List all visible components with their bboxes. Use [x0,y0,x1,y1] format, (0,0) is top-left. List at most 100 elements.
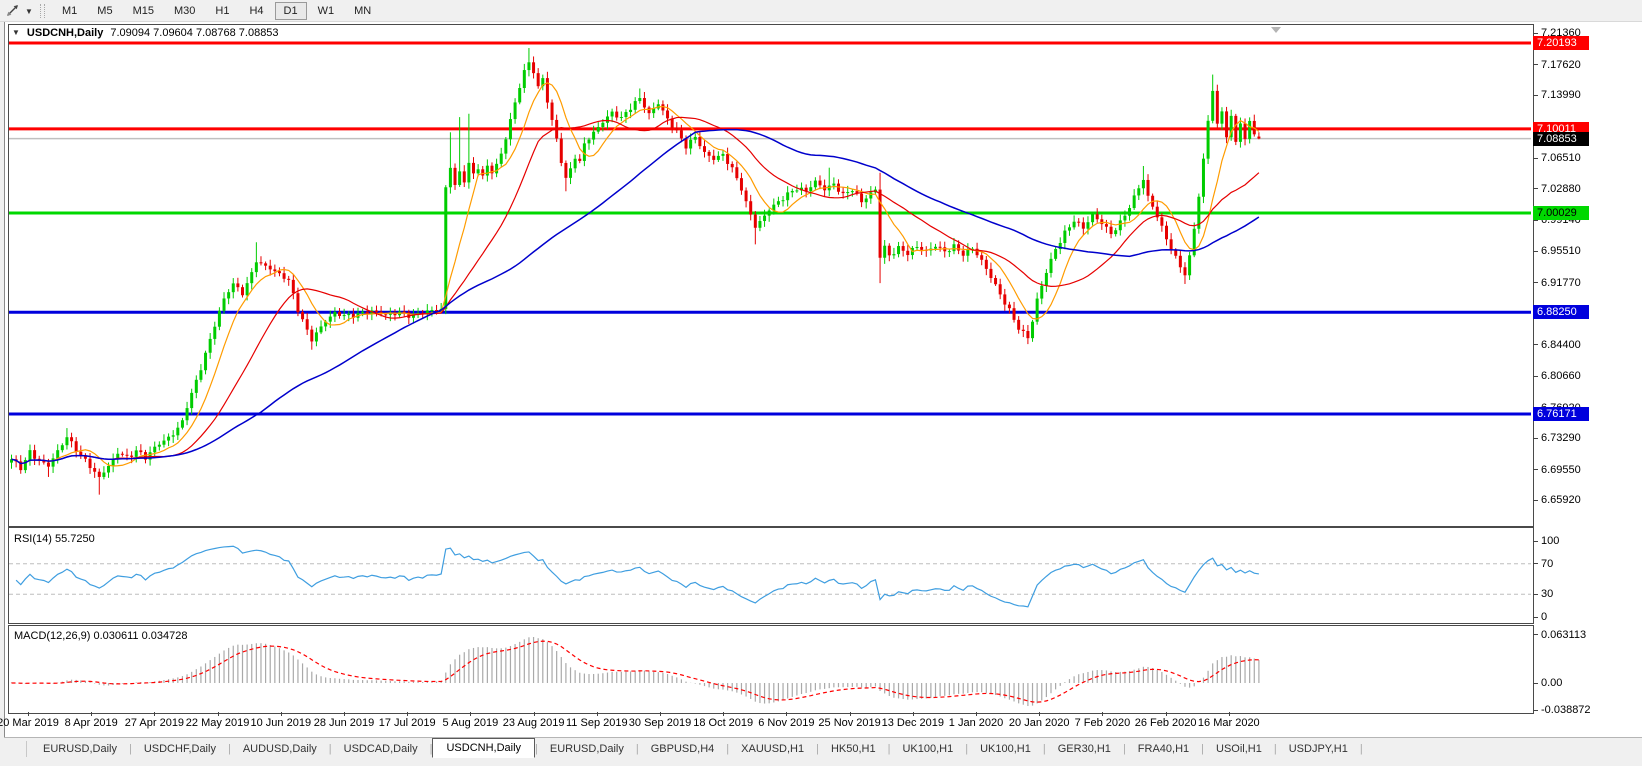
crosshair-tool-icon [7,5,18,16]
date-label: 17 Jul 2019 [378,717,436,729]
ma-55-line [11,128,1260,465]
date-label: 5 Aug 2019 [442,717,499,729]
date-tick-mark [1228,712,1230,716]
rsi-axis-label: 30 [1541,588,1554,601]
date-label: 18 Oct 2019 [693,717,754,729]
date-tick-mark [407,712,409,716]
tab-eurusd-daily[interactable]: EURUSD,Daily [549,743,624,755]
date-label: 25 Nov 2019 [818,717,881,729]
tab-separator: | [1122,743,1126,755]
timeframe-M15[interactable]: M15 [132,4,154,17]
tab-eurusd-daily[interactable]: EURUSD,Daily [43,743,117,755]
date-label: 20 Mar 2019 [0,717,59,729]
date-tick-mark [91,712,93,716]
crosshair-tool-button[interactable] [3,2,23,19]
price-level-badge: 7.00029 [1533,205,1589,220]
toolbar-grip-handle[interactable] [40,3,45,18]
price-tick-label: 7.02880 [1541,182,1581,195]
rsi-axis-label: 0 [1541,611,1548,623]
tab-separator: | [1042,743,1046,755]
macd-panel [8,625,1534,714]
timeframe-MN[interactable]: MN [354,4,372,17]
macd-canvas[interactable] [9,626,1531,711]
tab-audusd-daily[interactable]: AUDUSD,Daily [242,743,317,755]
date-tick-mark [217,712,219,716]
axis-tick-mark [1533,683,1538,684]
timeframe-M5[interactable]: M5 [97,4,113,17]
tab-usdcad-daily[interactable]: USDCAD,Daily [343,743,418,755]
date-label: 7 Feb 2020 [1074,717,1131,729]
date-tick-mark [976,712,977,716]
timeframe-W1[interactable]: W1 [317,4,335,17]
price-tick-label: 6.95510 [1541,245,1581,258]
tab-separator: | [726,743,730,755]
date-tick-mark [786,712,788,716]
macd-histogram [10,636,1260,707]
candles [10,48,1261,495]
ma-21-line [11,116,1260,465]
date-label: 11 Sep 2019 [566,717,628,729]
tab-usoil-h1[interactable]: USOil,H1 [1216,743,1262,755]
price-level-badge: 7.20193 [1533,36,1589,51]
tab-hk50-h1[interactable]: HK50,H1 [830,743,876,755]
date-label: 28 Jun 2019 [313,717,375,729]
macd-indicator-label: MACD(12,26,9) 0.030611 0.034728 [14,630,188,642]
rsi-axis-label: 100 [1541,535,1560,547]
price-tick-label: 6.91770 [1541,276,1581,289]
horizontal-level-lines[interactable] [9,41,1531,416]
axis-tick-mark [1533,563,1538,564]
date-tick-mark [723,712,725,716]
price-tick-label: 7.13990 [1541,89,1581,102]
tab-usdcnh-daily[interactable]: USDCNH,Daily [432,738,536,758]
tab-xauusd-h1[interactable]: XAUUSD,H1 [741,743,805,755]
timeframe-M1[interactable]: M1 [62,4,78,17]
rsi-axis-label: 70 [1541,557,1554,570]
tabbar-left-spacer [4,741,27,757]
date-label: 10 Jun 2019 [250,717,312,729]
date-label: 26 Feb 2020 [1134,717,1197,729]
date-label: 1 Jan 2020 [948,717,1004,729]
tab-usdchf-daily[interactable]: USDCHF,Daily [143,743,216,755]
axis-tick-mark [1533,344,1538,345]
price-tick-label: 7.17620 [1541,58,1581,71]
tab-usdjpy-h1[interactable]: USDJPY,H1 [1288,743,1348,755]
date-label: 20 Jan 2020 [1008,717,1070,729]
date-tick-mark [1039,712,1041,716]
timeframe-M30[interactable]: M30 [173,4,196,17]
tab-separator: | [1273,743,1277,755]
tab-separator: | [535,743,538,755]
symbol-tabs: EURUSD,Daily | USDCHF,Daily | AUDUSD,Daily | U… [31,738,1363,759]
tab-separator: | [429,743,433,755]
tool-dropdown-caret[interactable]: ▼ [25,6,33,16]
collapse-triangle-icon[interactable]: ▼ [12,28,20,37]
date-label: 16 Mar 2020 [1197,717,1260,729]
price-chart-canvas[interactable] [9,25,1531,524]
status-strip [0,759,1642,766]
macd-signal-line [11,640,1259,703]
date-tick-mark [1102,712,1104,716]
timeframe-H4[interactable]: H4 [249,4,264,17]
timeframe-H1[interactable]: H1 [215,4,230,17]
price-level-badge: 7.08853 [1533,131,1589,146]
tab-ger30-h1[interactable]: GER30,H1 [1057,743,1111,755]
rsi-canvas[interactable] [9,528,1531,621]
tab-uk100-h1[interactable]: UK100,H1 [980,743,1031,755]
ma-lines [11,82,1260,467]
tab-gbpusd-h4[interactable]: GBPUSD,H4 [650,743,715,755]
tab-separator: | [128,743,132,755]
axis-tick-mark [1533,541,1538,542]
timeframe-buttons-group: M1 M5 M15 M30 H1 H4 D1 W1 MN [52,1,381,20]
date-tick-mark [1165,712,1167,716]
price-tick-label: 6.69550 [1541,463,1581,476]
timeframe-D1[interactable]: D1 [274,1,307,20]
axis-tick-mark [1533,500,1538,501]
chart-shift-marker[interactable] [1271,27,1281,33]
tab-fra40-h1[interactable]: FRA40,H1 [1137,743,1190,755]
axis-tick-mark [1533,188,1538,189]
rsi-line [15,545,1259,608]
tab-separator: | [328,743,332,755]
tab-uk100-h1[interactable]: UK100,H1 [902,743,954,755]
date-label: 8 Apr 2019 [64,717,118,729]
tab-separator: | [1359,743,1363,755]
date-tick-mark [470,712,472,716]
